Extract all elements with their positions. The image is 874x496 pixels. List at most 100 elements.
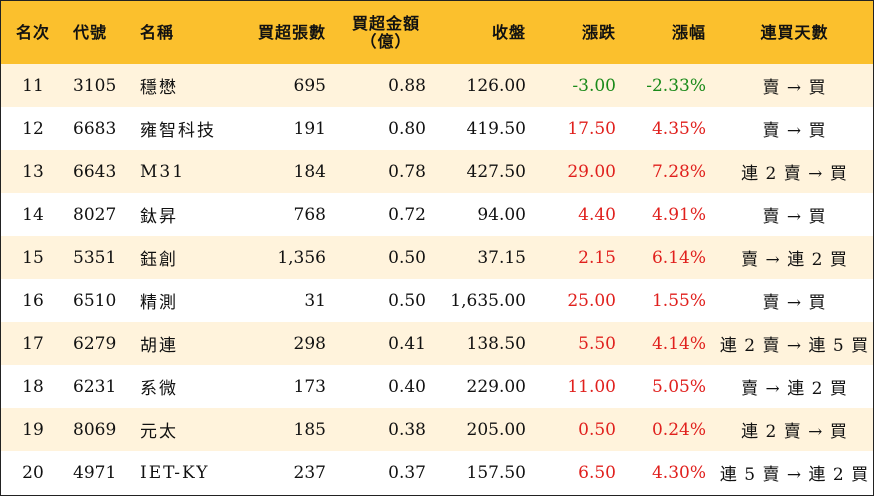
close-cell: 157.50 — [466, 462, 526, 483]
name-cell: 鈦昇 — [140, 207, 178, 227]
buy-streak-cell: 賣 → 買 — [762, 121, 827, 141]
buy-streak-cell: 賣 → 買 — [762, 78, 827, 98]
header-code: 代號 — [73, 22, 108, 42]
change-cell: 11.00 — [567, 376, 616, 397]
name-cell: IET-KY — [140, 462, 210, 483]
rank-cell: 20 — [22, 462, 44, 483]
code-cell: 6510 — [73, 290, 117, 311]
header-buy-streak: 連買天數 — [760, 22, 829, 42]
table-row: 15 5351 鈺創 1,356 0.50 37.15 2.15 6.14% 賣… — [1, 236, 873, 279]
table-row: 11 3105 穩懋 695 0.88 126.00 -3.00 -2.33% … — [1, 64, 873, 107]
table-row: 16 6510 精測 31 0.50 1,635.00 25.00 1.55% … — [1, 279, 873, 322]
change-cell: 6.50 — [578, 462, 616, 483]
name-cell: 穩懋 — [140, 78, 178, 98]
code-cell: 6683 — [73, 118, 117, 139]
buy-streak-cell: 連 2 賣 → 買 — [741, 422, 848, 442]
close-cell: 94.00 — [477, 204, 526, 225]
table-row: 20 4971 IET-KY 237 0.37 157.50 6.50 4.30… — [1, 451, 873, 494]
change-pct-cell: 7.28% — [651, 161, 706, 182]
code-cell: 6643 — [73, 161, 117, 182]
rank-cell: 17 — [22, 333, 44, 354]
name-cell: 元太 — [140, 422, 178, 442]
change-pct-cell: 4.14% — [651, 333, 706, 354]
net-buy-lots-cell: 31 — [304, 290, 326, 311]
close-cell: 205.00 — [466, 419, 526, 440]
header-net-buy-amount-line2: （億） — [360, 31, 412, 51]
change-cell: 4.40 — [578, 204, 616, 225]
net-buy-lots-cell: 173 — [293, 376, 326, 397]
table-row: 14 8027 鈦昇 768 0.72 94.00 4.40 4.91% 賣 →… — [1, 193, 873, 236]
close-cell: 126.00 — [466, 75, 526, 96]
close-cell: 138.50 — [466, 333, 526, 354]
rank-cell: 15 — [22, 247, 44, 268]
table-row: 12 6683 雍智科技 191 0.80 419.50 17.50 4.35%… — [1, 107, 873, 150]
rank-cell: 14 — [22, 204, 44, 225]
buy-streak-cell: 賣 → 買 — [762, 293, 827, 313]
table-row: 13 6643 M31 184 0.78 427.50 29.00 7.28% … — [1, 150, 873, 193]
rank-cell: 16 — [22, 290, 44, 311]
change-cell: 25.00 — [567, 290, 616, 311]
code-cell: 3105 — [73, 75, 117, 96]
change-pct-cell: 1.55% — [651, 290, 706, 311]
net-buy-amount-cell: 0.50 — [388, 290, 426, 311]
buy-streak-cell: 賣 → 買 — [762, 207, 827, 227]
net-buy-amount-cell: 0.88 — [388, 75, 426, 96]
name-cell: 精測 — [140, 293, 178, 313]
close-cell: 37.15 — [477, 247, 526, 268]
net-buy-lots-cell: 768 — [293, 204, 326, 225]
header-net-buy-amount-line1: 買超金額 — [351, 13, 420, 33]
change-cell: 2.15 — [578, 247, 616, 268]
net-buy-amount-cell: 0.72 — [388, 204, 426, 225]
header-change-pct: 漲幅 — [671, 22, 706, 42]
close-cell: 229.00 — [466, 376, 526, 397]
net-buy-lots-cell: 237 — [293, 462, 326, 483]
change-pct-cell: 0.24% — [651, 419, 706, 440]
net-buy-amount-cell: 0.41 — [388, 333, 426, 354]
table-body: 11 3105 穩懋 695 0.88 126.00 -3.00 -2.33% … — [1, 64, 873, 494]
buy-streak-cell: 賣 → 連 2 買 — [741, 379, 848, 399]
change-cell: 17.50 — [567, 118, 616, 139]
code-cell: 6231 — [73, 376, 117, 397]
change-pct-cell: 4.30% — [651, 462, 706, 483]
net-buy-lots-cell: 695 — [293, 75, 326, 96]
rank-cell: 12 — [22, 118, 44, 139]
rank-cell: 13 — [22, 161, 44, 182]
rank-cell: 11 — [22, 75, 44, 96]
code-cell: 8069 — [73, 419, 117, 440]
net-buy-lots-cell: 184 — [293, 161, 326, 182]
net-buy-amount-cell: 0.78 — [388, 161, 426, 182]
header-net-buy-lots: 買超張數 — [257, 22, 326, 42]
table-row: 19 8069 元太 185 0.38 205.00 0.50 0.24% 連 … — [1, 408, 873, 451]
change-cell: 0.50 — [578, 419, 616, 440]
header-row: 名次 代號 名稱 買超張數 買超金額 （億） 收盤 漲跌 漲幅 連買天數 — [1, 1, 873, 64]
buy-streak-cell: 連 5 賣 → 連 2 買 — [719, 465, 870, 485]
header-net-buy-amount: 買超金額 （億） — [336, 1, 436, 64]
rank-cell: 18 — [22, 376, 44, 397]
name-cell: 系微 — [140, 379, 178, 399]
close-cell: 419.50 — [466, 118, 526, 139]
name-cell: 鈺創 — [140, 250, 178, 270]
change-pct-cell: 5.05% — [651, 376, 706, 397]
rank-cell: 19 — [22, 419, 44, 440]
net-buy-amount-cell: 0.50 — [388, 247, 426, 268]
name-cell: M31 — [140, 161, 186, 182]
change-cell: 29.00 — [567, 161, 616, 182]
change-pct-cell: 4.35% — [651, 118, 706, 139]
code-cell: 4971 — [73, 462, 117, 483]
code-cell: 8027 — [73, 204, 117, 225]
net-buy-amount-cell: 0.80 — [388, 118, 426, 139]
buy-streak-cell: 連 2 賣 → 買 — [741, 164, 848, 184]
name-cell: 雍智科技 — [140, 121, 216, 141]
buy-streak-cell: 賣 → 連 2 買 — [741, 250, 848, 270]
table-header: 名次 代號 名稱 買超張數 買超金額 （億） 收盤 漲跌 漲幅 連買天數 — [1, 1, 873, 64]
header-name: 名稱 — [140, 22, 175, 42]
net-buy-lots-cell: 191 — [293, 118, 326, 139]
change-pct-cell: 4.91% — [651, 204, 706, 225]
change-cell: -3.00 — [572, 75, 616, 96]
close-cell: 427.50 — [466, 161, 526, 182]
buy-streak-cell: 連 2 賣 → 連 5 買 — [719, 336, 870, 356]
table-row: 18 6231 系微 173 0.40 229.00 11.00 5.05% 賣… — [1, 365, 873, 408]
table-row: 17 6279 胡連 298 0.41 138.50 5.50 4.14% 連 … — [1, 322, 873, 365]
